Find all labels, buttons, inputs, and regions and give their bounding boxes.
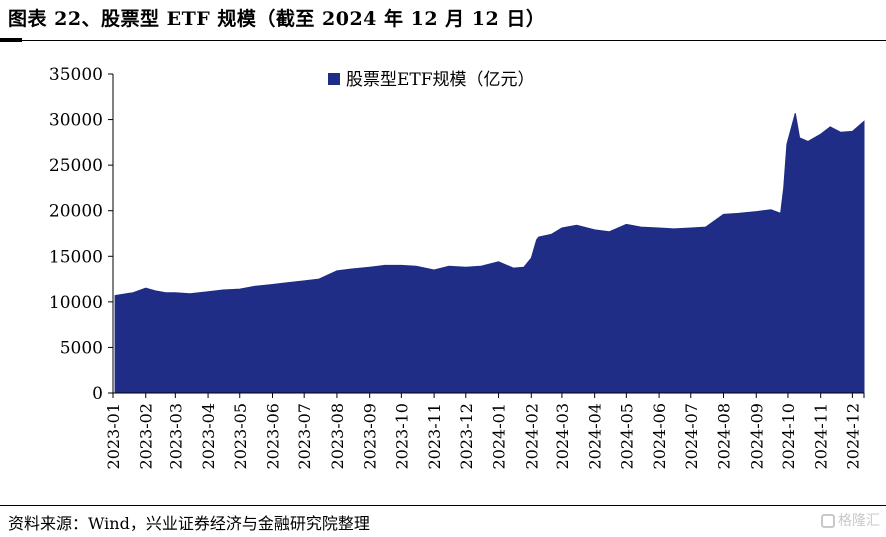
x-tick-label: 2024-11 bbox=[812, 403, 831, 469]
y-tick-label: 30000 bbox=[49, 111, 103, 131]
x-tick-label: 2023-11 bbox=[425, 403, 444, 469]
axes-layer: 0 5000 10000 15000 20000 25000 30000 35000 2023-… bbox=[49, 65, 865, 469]
x-tick-label: 2024-07 bbox=[682, 403, 701, 469]
legend: 股票型ETF规模（亿元） bbox=[328, 70, 535, 90]
x-tick-label: 2024-04 bbox=[586, 403, 605, 469]
series-area bbox=[114, 113, 865, 394]
y-tick-label: 35000 bbox=[49, 65, 103, 85]
series-area-layer bbox=[114, 113, 865, 394]
y-tick-label: 10000 bbox=[49, 293, 103, 313]
y-tick-label: 0 bbox=[92, 384, 103, 404]
x-tick-label: 2023-12 bbox=[457, 403, 476, 469]
title-rule bbox=[0, 40, 886, 41]
x-tick-label: 2024-08 bbox=[715, 403, 734, 469]
x-tick-label: 2024-05 bbox=[617, 403, 636, 469]
y-tick-label: 25000 bbox=[49, 156, 103, 176]
x-tick-label: 2024-12 bbox=[843, 403, 862, 469]
y-tick-label: 20000 bbox=[49, 202, 103, 222]
x-tick-label: 2023-05 bbox=[231, 403, 250, 469]
x-tick-label: 2024-09 bbox=[747, 403, 766, 469]
y-tick-label: 5000 bbox=[60, 338, 103, 358]
x-tick-label: 2023-02 bbox=[137, 403, 156, 469]
x-tick-label: 2024-02 bbox=[522, 403, 541, 469]
x-tick-label: 2024-06 bbox=[650, 403, 669, 469]
x-tick-label: 2024-10 bbox=[779, 403, 798, 469]
watermark-text: 格隆汇 bbox=[838, 513, 880, 529]
x-tick-label: 2023-03 bbox=[166, 403, 185, 469]
x-tick-label: 2023-04 bbox=[199, 403, 218, 469]
x-tick-label: 2023-07 bbox=[295, 403, 314, 469]
x-tick-label: 2023-10 bbox=[392, 403, 411, 469]
x-tick-label: 2024-01 bbox=[490, 403, 509, 469]
x-tick-label: 2023-06 bbox=[263, 403, 282, 469]
etf-size-chart: 0 5000 10000 15000 20000 25000 30000 35000 2023-… bbox=[49, 65, 865, 469]
x-tick-label: 2023-08 bbox=[328, 403, 347, 469]
legend-swatch bbox=[328, 73, 340, 85]
x-tick-label: 2024-03 bbox=[553, 403, 572, 469]
watermark-logo-icon bbox=[821, 514, 835, 528]
figure-title: 图表 22、股票型 ETF 规模（截至 2024 年 12 月 12 日） bbox=[8, 8, 546, 30]
x-tick-label: 2023-01 bbox=[104, 403, 123, 469]
source-rule bbox=[0, 505, 886, 506]
source-note: 资料来源：Wind，兴业证券经济与金融研究院整理 bbox=[8, 514, 370, 533]
y-tick-label: 15000 bbox=[49, 247, 103, 267]
watermark: 格隆汇 bbox=[821, 510, 880, 530]
x-tick-label: 2023-09 bbox=[361, 403, 380, 469]
legend-label: 股票型ETF规模（亿元） bbox=[346, 70, 535, 90]
